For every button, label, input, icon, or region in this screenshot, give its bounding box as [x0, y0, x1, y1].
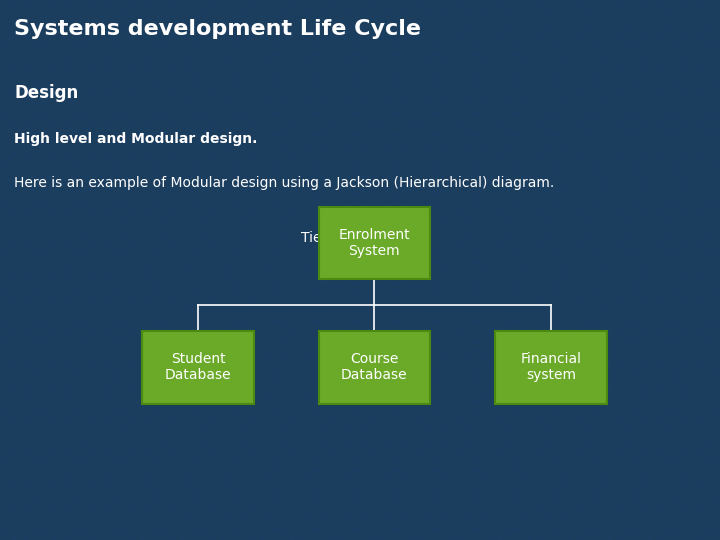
FancyBboxPatch shape [319, 206, 431, 280]
Text: High level and Modular design.: High level and Modular design. [14, 132, 258, 146]
Text: Systems development Life Cycle: Systems development Life Cycle [14, 19, 421, 39]
Text: Student
Database: Student Database [165, 352, 231, 382]
Text: Course
Database: Course Database [341, 352, 408, 382]
Text: Here is an example of Modular design using a Jackson (Hierarchical) diagram.: Here is an example of Modular design usi… [14, 176, 554, 190]
Text: Tier 1: Tier 1 [301, 231, 340, 245]
FancyBboxPatch shape [495, 330, 606, 404]
Text: Design: Design [14, 84, 78, 102]
FancyBboxPatch shape [143, 330, 254, 404]
Text: Financial
system: Financial system [521, 352, 581, 382]
Text: Enrolment
System: Enrolment System [338, 228, 410, 258]
FancyBboxPatch shape [319, 330, 431, 404]
